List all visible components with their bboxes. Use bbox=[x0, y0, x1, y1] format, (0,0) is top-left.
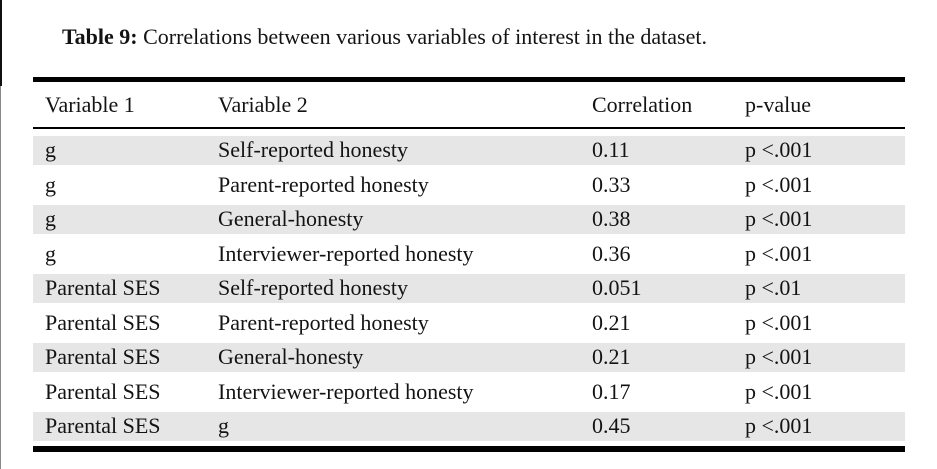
page-edge-artifact bbox=[0, 0, 1, 469]
table-row: Parental SES Parent-reported honesty 0.2… bbox=[33, 306, 905, 341]
cell-variable1: Parental SES bbox=[45, 309, 161, 335]
table-row: Parental SES g 0.45 p <.001 bbox=[33, 409, 905, 444]
table-row: g Parent-reported honesty 0.33 p <.001 bbox=[33, 168, 905, 203]
table-row: Parental SES General-honesty 0.21 p <.00… bbox=[33, 340, 905, 375]
table-row: Parental SES Interviewer-reported honest… bbox=[33, 375, 905, 410]
cell-pvalue: p <.001 bbox=[745, 378, 813, 404]
table-header-rule bbox=[33, 127, 905, 129]
cell-correlation: 0.051 bbox=[592, 275, 642, 300]
cell-variable1: g bbox=[45, 206, 56, 231]
cell-pvalue: p <.01 bbox=[745, 275, 802, 300]
cell-variable2: General-honesty bbox=[218, 344, 364, 369]
cell-variable2: Parent-reported honesty bbox=[218, 309, 429, 335]
table-header-row: Variable 1 Variable 2 Correlation p-valu… bbox=[33, 82, 905, 127]
cell-variable2: General-honesty bbox=[218, 206, 364, 231]
table-body: g Self-reported honesty 0.11 p <.001 g P… bbox=[33, 133, 905, 444]
table-row: g Interviewer-reported honesty 0.36 p <.… bbox=[33, 237, 905, 272]
cell-pvalue: p <.001 bbox=[745, 240, 813, 266]
table-bottom-rule bbox=[33, 445, 905, 452]
cell-pvalue: p <.001 bbox=[745, 137, 813, 162]
cell-variable2: Interviewer-reported honesty bbox=[218, 240, 474, 266]
table-row: g Self-reported honesty 0.11 p <.001 bbox=[33, 133, 905, 168]
cell-variable2: g bbox=[218, 413, 229, 438]
cell-variable1: g bbox=[45, 137, 56, 162]
table-caption: Table 9: Correlations between various va… bbox=[62, 24, 707, 50]
cell-variable1: Parental SES bbox=[45, 344, 161, 369]
cell-correlation: 0.45 bbox=[592, 413, 631, 438]
cell-correlation: 0.17 bbox=[592, 378, 631, 404]
table-caption-text: Correlations between various variables o… bbox=[143, 24, 707, 49]
column-header-correlation: Correlation bbox=[592, 91, 693, 117]
cell-correlation: 0.11 bbox=[592, 137, 630, 162]
cell-pvalue: p <.001 bbox=[745, 413, 813, 438]
cell-variable1: Parental SES bbox=[45, 275, 161, 300]
page-edge-artifact-top bbox=[0, 0, 2, 86]
table-top-rule bbox=[33, 77, 905, 82]
cell-variable2: Self-reported honesty bbox=[218, 137, 408, 162]
cell-variable2: Self-reported honesty bbox=[218, 275, 408, 300]
cell-variable2: Interviewer-reported honesty bbox=[218, 378, 474, 404]
cell-pvalue: p <.001 bbox=[745, 206, 813, 231]
cell-variable1: Parental SES bbox=[45, 413, 161, 438]
cell-correlation: 0.33 bbox=[592, 171, 631, 197]
column-header-variable2: Variable 2 bbox=[218, 91, 308, 117]
table-row: Parental SES Self-reported honesty 0.051… bbox=[33, 271, 905, 306]
column-header-pvalue: p-value bbox=[745, 91, 811, 117]
cell-pvalue: p <.001 bbox=[745, 344, 813, 369]
cell-correlation: 0.38 bbox=[592, 206, 631, 231]
cell-variable1: g bbox=[45, 171, 56, 197]
cell-pvalue: p <.001 bbox=[745, 309, 813, 335]
cell-correlation: 0.36 bbox=[592, 240, 631, 266]
cell-correlation: 0.21 bbox=[592, 344, 631, 369]
cell-variable1: Parental SES bbox=[45, 378, 161, 404]
correlations-table: Variable 1 Variable 2 Correlation p-valu… bbox=[33, 77, 905, 452]
column-header-variable1: Variable 1 bbox=[45, 91, 135, 117]
table-row: g General-honesty 0.38 p <.001 bbox=[33, 202, 905, 237]
cell-pvalue: p <.001 bbox=[745, 171, 813, 197]
cell-correlation: 0.21 bbox=[592, 309, 631, 335]
cell-variable1: g bbox=[45, 240, 56, 266]
cell-variable2: Parent-reported honesty bbox=[218, 171, 429, 197]
table-caption-label: Table 9: bbox=[62, 24, 138, 49]
